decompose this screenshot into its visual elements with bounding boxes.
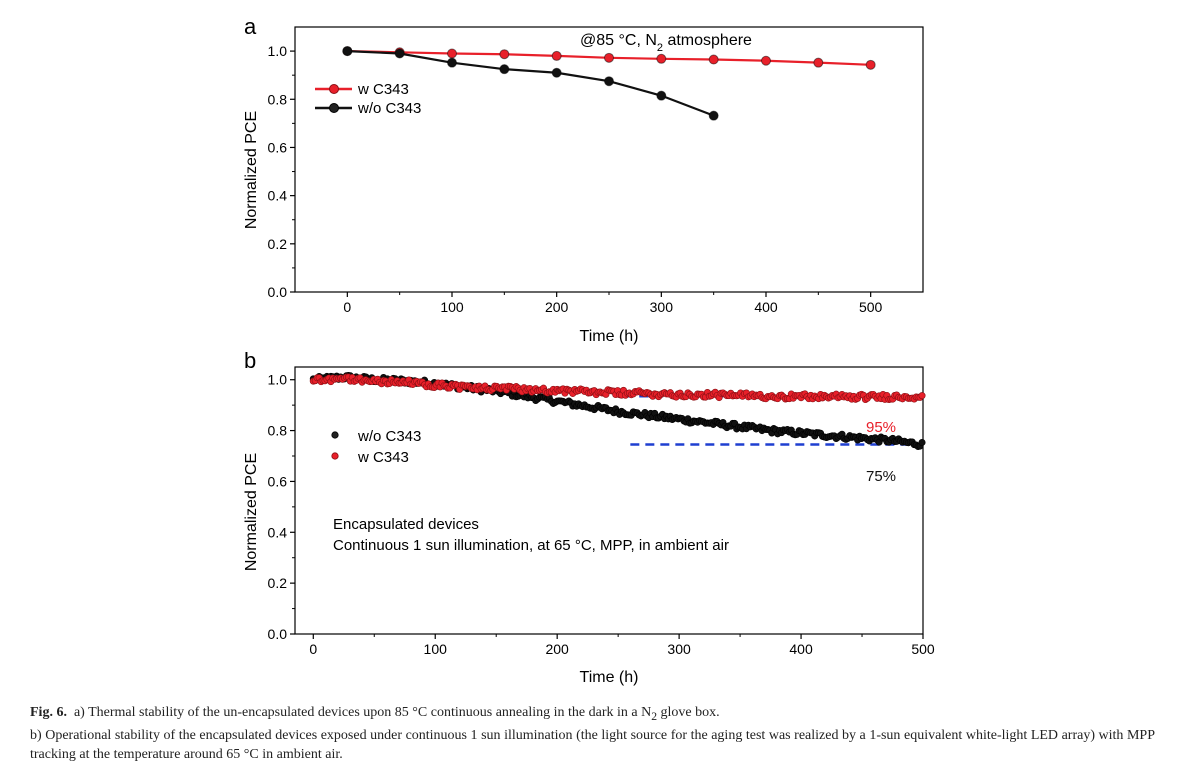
- x-tick-label: 200: [545, 299, 569, 315]
- caption-line-a: Fig. 6. a) Thermal stability of the un-e…: [30, 705, 720, 723]
- legend-label-wo-c343: w/o C343: [357, 100, 421, 117]
- data-point-w-c343: [656, 53, 667, 64]
- y-tick-label: 0.4: [268, 188, 288, 204]
- x-tick-label: 200: [545, 641, 569, 657]
- x-tick-label: 0: [343, 299, 351, 315]
- x-tick-label: 300: [650, 299, 674, 315]
- y-tick-label: 0.0: [268, 626, 288, 642]
- x-axis-label-a: Time (h): [580, 328, 639, 345]
- legend-marker-w-c343-b: [331, 452, 339, 460]
- legend-marker-w-c343: [329, 84, 339, 94]
- y-tick-label: 0.6: [268, 139, 288, 155]
- y-tick-label: 0.2: [268, 236, 288, 252]
- series-line-w-o-c343: [347, 49, 715, 117]
- x-tick-label: 400: [789, 641, 813, 657]
- x-tick-label: 300: [667, 641, 691, 657]
- data-point-w-o-c343: [342, 46, 353, 57]
- y-tick-label: 1.0: [268, 372, 288, 388]
- annotation-conditions: Continuous 1 sun illumination, at 65 °C,…: [333, 537, 729, 554]
- x-tick-label: 500: [911, 641, 935, 657]
- y-tick-label: 0.0: [268, 284, 288, 300]
- data-point-w-c343: [551, 50, 562, 61]
- condition-annotation-a: @85 °C, N2 atmosphere: [580, 32, 752, 54]
- legend-a: w C343 w/o C343: [315, 81, 421, 117]
- data-point-w-o-c343: [447, 57, 457, 68]
- x-axis-label-b: Time (h): [580, 669, 639, 686]
- annotation-encapsulated: Encapsulated devices: [333, 516, 479, 533]
- x-tick-label: 500: [859, 299, 883, 315]
- legend-marker-wo-c343-b: [331, 431, 339, 439]
- data-point-w-c343: [761, 55, 771, 66]
- x-tick-label: 100: [424, 641, 448, 657]
- data-point-w-c343: [918, 392, 926, 400]
- series-a: [342, 46, 876, 121]
- panel-b: b 0 100 200 300 400 500 0.0 0.2 0.4 0.6 0.8 1.0 Tim…: [243, 348, 935, 686]
- legend-label-wo-c343-b: w/o C343: [357, 428, 421, 445]
- legend-label-w-c343: w C343: [357, 81, 409, 98]
- legend-marker-wo-c343: [329, 103, 339, 113]
- legend-label-w-c343-b: w C343: [357, 449, 409, 466]
- ref-label-75: 75%: [866, 468, 896, 485]
- plot-frame-a: [294, 26, 924, 293]
- y-tick-label: 1.0: [268, 43, 288, 59]
- caption-line-b: b) Operational stability of the encapsul…: [30, 727, 1155, 762]
- panel-label-a: a: [244, 14, 257, 39]
- data-point-w-o-c343: [499, 64, 510, 75]
- panel-a: a 0 100 200 300 400 500 0.0 0.2 0.4 0.6 0.8 1.0 Tim…: [243, 14, 924, 345]
- x-tick-label: 100: [440, 299, 464, 315]
- panel-label-b: b: [244, 348, 256, 373]
- legend-b: w/o C343 w C343: [331, 428, 421, 466]
- y-tick-label: 0.8: [268, 91, 288, 107]
- y-tick-label: 0.2: [268, 575, 288, 591]
- plot-frame-b: [294, 366, 924, 635]
- x-tick-label: 0: [309, 641, 317, 657]
- data-point-w-o-c343: [708, 110, 719, 121]
- figure: a 0 100 200 300 400 500 0.0 0.2 0.4 0.6 0.8 1.0 Tim…: [243, 14, 935, 686]
- series-b: [309, 371, 926, 450]
- y-tick-label: 0.6: [268, 473, 288, 489]
- data-point-w-c343: [708, 54, 719, 65]
- data-point-w-o-c343: [918, 438, 926, 446]
- data-point-w-c343: [447, 48, 457, 59]
- data-point-w-c343: [499, 49, 510, 60]
- data-point-w-c343: [813, 57, 824, 68]
- data-point-w-o-c343: [394, 48, 405, 59]
- x-tick-label: 400: [754, 299, 778, 315]
- data-point-w-o-c343: [604, 76, 614, 87]
- data-point-w-o-c343: [551, 67, 562, 78]
- y-axis-label-a: Normalized PCE: [243, 111, 260, 229]
- axis-ticks-a: 0 100 200 300 400 500 0.0 0.2 0.4 0.6 0.8 1.0: [268, 43, 883, 315]
- caption-figure-label: Fig. 6.: [30, 705, 67, 720]
- y-tick-label: 0.8: [268, 423, 288, 439]
- ref-label-95: 95%: [866, 419, 896, 436]
- axis-ticks-b: 0 100 200 300 400 500 0.0 0.2 0.4 0.6 0.8 1.0: [268, 372, 935, 657]
- y-axis-label-b: Normalized PCE: [243, 453, 260, 571]
- y-tick-label: 0.4: [268, 524, 288, 540]
- data-point-w-c343: [604, 52, 614, 63]
- data-point-w-c343: [865, 59, 876, 70]
- data-point-w-o-c343: [656, 90, 667, 101]
- figure-caption: Fig. 6. a) Thermal stability of the un-e…: [30, 703, 1155, 764]
